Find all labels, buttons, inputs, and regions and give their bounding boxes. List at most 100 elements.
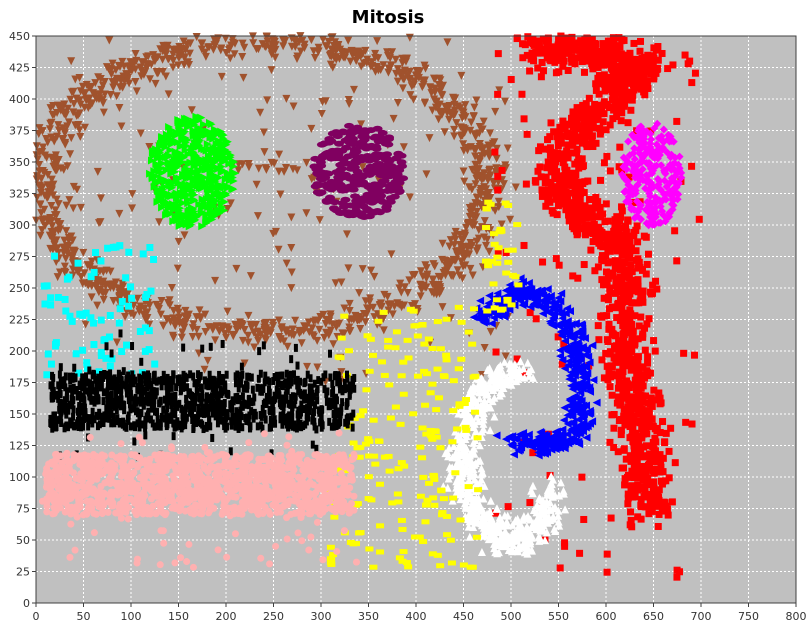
data-point [48,222,57,231]
data-point [145,75,154,84]
data-point [671,227,679,235]
data-point [372,125,383,132]
data-point [181,189,190,198]
data-point [222,49,231,58]
data-point [185,49,194,58]
data-point [116,63,125,72]
data-point [131,50,140,59]
data-point [471,152,480,161]
data-point [139,310,148,319]
data-point [520,241,528,249]
data-point [164,298,173,307]
data-point [80,269,89,278]
data-point [599,40,607,48]
data-point [624,419,632,427]
data-point [684,60,692,68]
data-point [302,209,311,218]
data-point [344,264,353,273]
data-point [347,46,356,55]
data-point [610,424,618,432]
data-point [384,300,393,309]
data-point [169,205,178,214]
data-point [35,161,44,170]
data-point [650,490,658,498]
data-point [627,106,635,114]
data-point [645,409,653,417]
data-point [100,90,109,99]
data-point [87,257,96,266]
data-point [534,64,542,72]
data-point [634,288,642,296]
data-point [89,89,98,98]
data-point [632,247,640,255]
data-point [462,243,471,252]
data-point [381,206,392,213]
data-point [637,503,645,511]
data-point [583,206,591,214]
data-point [470,103,479,112]
data-point [229,162,238,171]
data-point [450,256,459,265]
data-point [287,42,296,51]
data-point [112,92,121,101]
data-point [190,129,199,138]
data-point [71,121,80,130]
data-point [382,187,393,194]
data-point [195,306,204,315]
data-point [668,498,676,506]
data-point [352,57,361,66]
data-point [654,64,662,72]
data-point [661,439,669,447]
data-point [598,252,606,260]
data-point [436,76,445,85]
data-point [382,151,393,158]
data-point [367,266,376,275]
data-point [162,315,171,324]
data-point [329,340,338,349]
data-point [366,144,377,151]
data-point [169,136,178,145]
data-point [377,168,388,175]
data-point [204,203,213,212]
data-point [439,268,448,277]
data-point [465,250,474,259]
data-point [68,271,77,280]
data-point [600,71,608,79]
data-point [599,312,607,320]
data-point [592,80,600,88]
data-point [491,148,499,156]
data-point [41,221,50,230]
data-point [132,87,141,96]
data-point [261,336,270,345]
data-point [99,268,108,277]
data-point [467,185,476,194]
data-point [627,410,635,418]
data-point [459,146,468,155]
data-point [174,237,183,246]
data-point [180,231,189,240]
data-point [75,126,84,135]
data-point [76,203,85,212]
data-point [397,303,406,312]
data-point [240,325,249,334]
data-point [476,191,485,200]
data-point [142,53,151,62]
data-point [63,104,72,113]
data-point [334,40,343,49]
data-point [633,55,641,63]
data-point [388,48,397,57]
data-point [34,181,43,190]
data-point [479,117,488,126]
data-point [98,81,107,90]
data-point [361,46,370,55]
data-point [154,187,163,196]
data-point [156,310,165,319]
data-point [659,418,667,426]
data-point [492,348,500,356]
data-point [121,291,130,300]
data-point [550,128,558,136]
data-point [322,42,331,51]
data-point [537,73,545,81]
data-point [92,94,101,103]
data-point [566,204,574,212]
